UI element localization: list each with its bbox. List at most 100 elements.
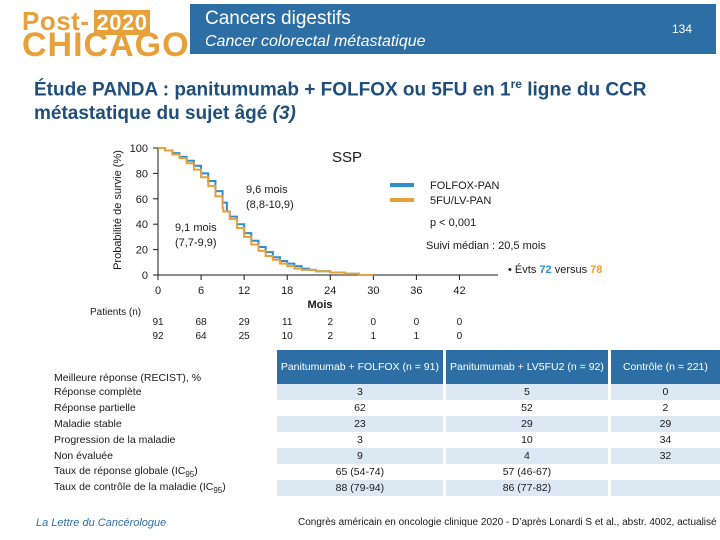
- median-label-folfox: 9,6 mois: [246, 184, 288, 196]
- table-cell: 88 (79-94): [273, 480, 445, 496]
- p-value: p < 0,001: [430, 217, 476, 229]
- table-row-label: Réponse partielle: [54, 402, 136, 414]
- at-risk-fu: 92: [152, 331, 164, 342]
- at-risk-fu: 10: [282, 331, 294, 342]
- x-tick-label: 42: [453, 285, 465, 297]
- logo-chicago: CHICAGO: [22, 26, 190, 64]
- median-label-fu: 9,1 mois: [175, 222, 217, 234]
- table-header-row: Meilleure réponse (RECIST), % Panitumumab…: [50, 350, 720, 384]
- x-tick-label: 30: [367, 285, 379, 297]
- at-risk-folfox: 29: [239, 317, 251, 328]
- y-tick-label: 20: [136, 245, 148, 257]
- table-cell: 86 (77-82): [442, 480, 610, 496]
- footer-journal: La Lettre du Cancérologue: [36, 517, 167, 529]
- x-tick-label: 12: [238, 285, 250, 297]
- table-row-label: Maladie stable: [54, 418, 122, 430]
- table-cell: 9: [273, 448, 445, 464]
- logo-post: Post- 2020: [22, 6, 151, 37]
- x-tick-label: 24: [324, 285, 336, 297]
- table-cell: 4: [442, 448, 610, 464]
- logo-year: 2020: [93, 10, 151, 35]
- chart-title: SSP: [332, 149, 362, 166]
- series-line-fu: [158, 147, 374, 276]
- median-ci-fu: (7,7-9,9): [175, 237, 217, 249]
- footer-citation: Congrès américain en oncologie clinique …: [298, 517, 717, 528]
- response-table: Meilleure réponse (RECIST), % Panitumumab…: [50, 350, 720, 496]
- table-title: Meilleure réponse (RECIST), %: [54, 372, 202, 384]
- legend-label-folfox: FOLFOX-PAN: [430, 180, 500, 192]
- x-tick-label: 18: [281, 285, 293, 297]
- header-band: [190, 4, 716, 54]
- table-header-cell: Panitumumab + FOLFOX (n = 91): [273, 350, 445, 384]
- table-row-label: Taux de réponse globale (IC95): [54, 464, 198, 480]
- table-row: Progression de la maladie 3 10 34: [50, 432, 720, 448]
- table-cell: 34: [607, 432, 720, 448]
- events-folfox: 72: [539, 264, 551, 276]
- at-risk-folfox: 91: [152, 317, 164, 328]
- header-title: Cancers digestifs: [205, 8, 351, 29]
- table-cell: 65 (54-74): [273, 464, 445, 480]
- table-cell: 52: [442, 400, 610, 416]
- table-cell: 32: [607, 448, 720, 464]
- events-label: • Évts 72 versus 78: [508, 263, 602, 276]
- y-tick-label: 100: [130, 143, 148, 155]
- slide-title: Étude PANDA : panitumumab + FOLFOX ou 5F…: [34, 77, 647, 125]
- table-cell: 3: [273, 432, 445, 448]
- table-row: Taux de réponse globale (IC95) 65 (54-74)…: [50, 464, 720, 480]
- y-tick-label: 60: [136, 194, 148, 206]
- at-risk-fu: 2: [327, 331, 333, 342]
- y-axis-title: Probabilité de survie (%): [112, 150, 124, 270]
- at-risk-folfox: 0: [371, 317, 377, 328]
- x-axis-title: Mois: [307, 299, 332, 311]
- y-tick-label: 0: [142, 270, 148, 282]
- at-risk-folfox: 68: [196, 317, 208, 328]
- table-cell: 62: [273, 400, 445, 416]
- table-header-cell: Contrôle (n = 221): [607, 350, 720, 384]
- at-risk-fu: 25: [239, 331, 251, 342]
- at-risk-fu: 1: [371, 331, 377, 342]
- table-cell: 29: [442, 416, 610, 432]
- x-tick-label: 6: [198, 285, 204, 297]
- legend-label-fu: 5FU/LV-PAN: [430, 195, 491, 207]
- median-ci-folfox: (8,8-10,9): [246, 199, 294, 211]
- table-row: Non évaluée 9 4 32: [50, 448, 720, 464]
- events-prefix: Évts: [515, 263, 537, 276]
- at-risk-folfox: 2: [327, 317, 333, 328]
- events-versus: versus: [555, 264, 588, 276]
- table-cell: 2: [607, 400, 720, 416]
- table-row-label: Taux de contrôle de la maladie (IC95): [54, 480, 226, 496]
- at-risk-folfox: 0: [457, 317, 463, 328]
- table-cell: [607, 464, 720, 480]
- at-risk-fu: 64: [196, 331, 208, 342]
- median-followup: Suivi médian : 20,5 mois: [426, 240, 546, 252]
- y-tick-label: 40: [136, 219, 148, 231]
- header-subtitle: Cancer colorectal métastatique: [205, 33, 426, 50]
- at-risk-fu: 0: [457, 331, 463, 342]
- at-risk-folfox: 11: [282, 317, 293, 328]
- table-row: Réponse complète 3 5 0: [50, 384, 720, 400]
- table-header-cell: Panitumumab + LV5FU2 (n = 92): [442, 350, 610, 384]
- table-cell: 29: [607, 416, 720, 432]
- table-cell: 0: [607, 384, 720, 400]
- table-cell: 3: [273, 384, 445, 400]
- table-cell: 5: [442, 384, 610, 400]
- patients-label: Patients (n): [90, 307, 141, 318]
- table-row: Taux de contrôle de la maladie (IC95) 88 …: [50, 480, 720, 496]
- table-row: Réponse partielle 62 52 2: [50, 400, 720, 416]
- at-risk-folfox: 0: [414, 317, 420, 328]
- table-row-label: Réponse complète: [54, 386, 142, 398]
- at-risk-fu: 1: [414, 331, 420, 342]
- y-tick-label: 80: [136, 168, 148, 180]
- table-cell: [607, 480, 720, 496]
- table-row-label: Non évaluée: [54, 450, 113, 462]
- table-cell: 23: [273, 416, 445, 432]
- x-tick-label: 0: [155, 285, 161, 297]
- table-cell: 57 (46-67): [442, 464, 610, 480]
- slide-number: 134: [672, 22, 693, 36]
- table-row-label: Progression de la maladie: [54, 434, 176, 446]
- events-fu: 78: [590, 264, 602, 276]
- table-row: Maladie stable 23 29 29: [50, 416, 720, 432]
- table-cell: 10: [442, 432, 610, 448]
- x-tick-label: 36: [410, 285, 422, 297]
